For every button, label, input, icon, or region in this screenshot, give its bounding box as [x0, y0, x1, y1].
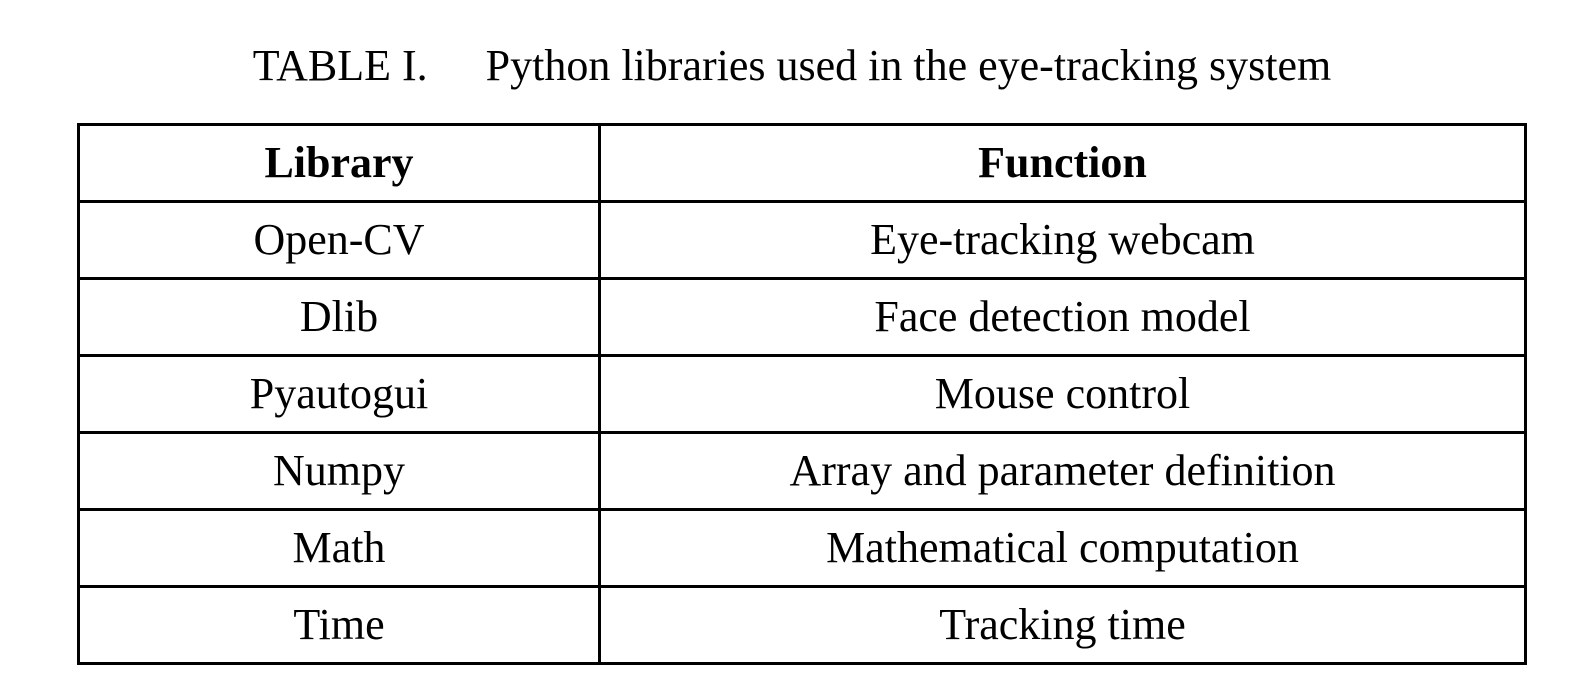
table-row: Dlib Face detection model	[77, 277, 1527, 357]
library-cell: Numpy	[77, 431, 601, 511]
function-cell: Eye-tracking webcam	[598, 200, 1527, 280]
library-cell: Pyautogui	[77, 354, 601, 434]
header-row: Library Function	[77, 123, 1527, 203]
function-cell: Mathematical computation	[598, 508, 1527, 588]
table-row: Pyautogui Mouse control	[77, 354, 1527, 434]
library-cell: Time	[77, 585, 601, 665]
library-cell: Math	[77, 508, 601, 588]
table-row: Open-CV Eye-tracking webcam	[77, 200, 1527, 280]
function-cell: Face detection model	[598, 277, 1527, 357]
table-row: Time Tracking time	[77, 585, 1527, 665]
table-title: Python libraries used in the eye-trackin…	[485, 41, 1332, 90]
library-cell: Dlib	[77, 277, 601, 357]
table-row: Numpy Array and parameter definition	[77, 431, 1527, 511]
library-cell: Open-CV	[77, 200, 601, 280]
function-cell: Tracking time	[598, 585, 1527, 665]
table-row: Math Mathematical computation	[77, 508, 1527, 588]
libraries-table: Library Function Open-CV Eye-tracking we…	[77, 123, 1527, 665]
column-header-function: Function	[598, 123, 1527, 203]
table-number: TABLE I.	[252, 41, 428, 90]
table-caption: TABLE I. Python libraries used in the eye…	[0, 40, 1584, 92]
function-cell: Mouse control	[598, 354, 1527, 434]
column-header-library: Library	[77, 123, 601, 203]
function-cell: Array and parameter definition	[598, 431, 1527, 511]
